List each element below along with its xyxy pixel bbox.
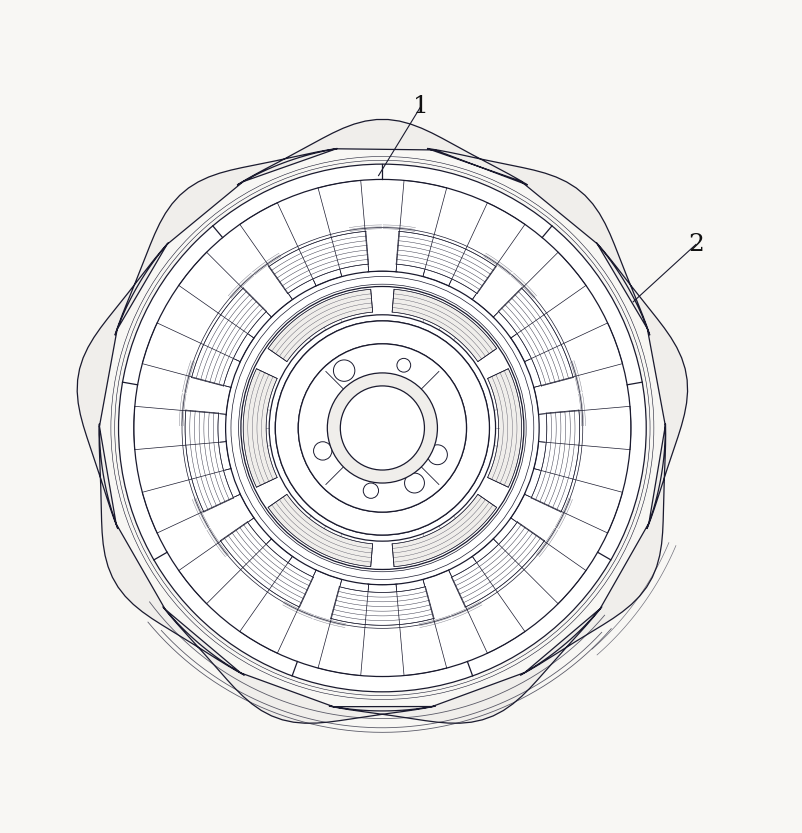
- Circle shape: [396, 358, 410, 372]
- Circle shape: [275, 321, 489, 535]
- Circle shape: [241, 287, 523, 570]
- Polygon shape: [487, 369, 521, 487]
- Circle shape: [427, 445, 447, 465]
- Circle shape: [231, 277, 533, 580]
- Circle shape: [404, 473, 424, 493]
- Polygon shape: [77, 119, 687, 723]
- Circle shape: [134, 179, 630, 676]
- Circle shape: [327, 373, 437, 483]
- Circle shape: [275, 321, 489, 535]
- Polygon shape: [391, 289, 496, 362]
- Circle shape: [313, 441, 331, 460]
- Circle shape: [238, 284, 525, 571]
- Polygon shape: [243, 369, 277, 487]
- Circle shape: [119, 164, 646, 692]
- Text: 2: 2: [687, 233, 703, 256]
- Text: 1: 1: [412, 95, 428, 118]
- Polygon shape: [268, 289, 372, 362]
- Polygon shape: [391, 494, 496, 566]
- Circle shape: [182, 227, 582, 628]
- Polygon shape: [268, 494, 372, 566]
- Circle shape: [363, 483, 378, 498]
- Circle shape: [298, 344, 466, 512]
- Circle shape: [340, 386, 424, 470]
- Circle shape: [333, 360, 354, 382]
- Circle shape: [269, 315, 495, 541]
- Circle shape: [298, 344, 466, 512]
